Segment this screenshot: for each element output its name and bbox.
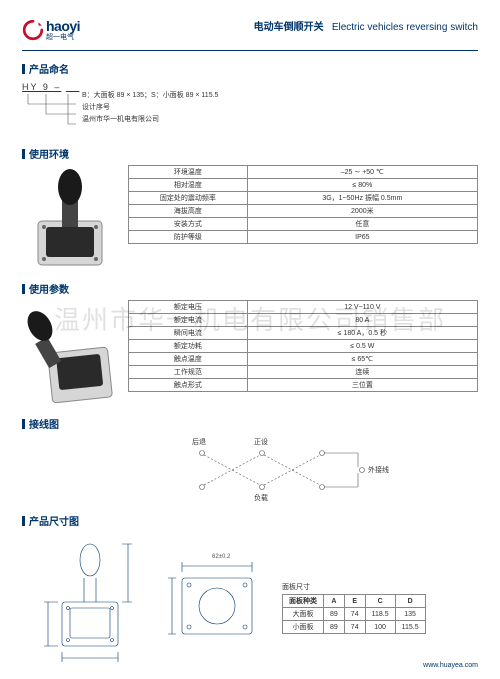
table-row: 额定功耗≤ 0.5 W [129,340,478,353]
table-header: E [344,595,365,608]
dims-table: 面板种类AECD 大面板8974118.5135小面板8974100115.5 [282,594,426,634]
table-cell: ≤ 80% [247,179,477,192]
table-cell: IP65 [247,231,477,244]
table-row: 触点形式三位置 [129,379,478,392]
wiring-diagram: 后退 正设 外接线 负载 [132,435,392,505]
joystick-tilt-icon [22,300,118,406]
naming-code: HY 9 – [22,82,79,92]
dims-table-wrap: 面板尺寸 面板种类AECD 大面板8974118.5135小面板89741001… [282,582,426,662]
table-header: A [324,595,345,608]
table-cell: 74 [344,621,365,634]
table-cell: 额定功耗 [129,340,248,353]
dim-front-icon [22,532,152,662]
title-cn: 电动车倒顺开关 [254,22,324,33]
table-cell: ≤ 65℃ [247,353,477,366]
table-cell: 任意 [247,218,477,231]
table-row: 固定处的震动频率3G，1~50Hz 振幅 0.5mm [129,192,478,205]
section-env-title: 使用环境 [22,146,478,161]
table-row: 额定电压12 V~110 V [129,301,478,314]
table-cell: 小面板 [283,621,324,634]
dim-plan-icon: 62±0.2 [162,532,272,662]
table-cell: 海拔高度 [129,205,248,218]
table-cell: 3G，1~50Hz 振幅 0.5mm [247,192,477,205]
table-cell: 连续 [247,366,477,379]
table-cell: 89 [324,621,345,634]
table-cell: 100 [365,621,395,634]
table-row: 额定电流80 A [129,314,478,327]
param-table: 额定电压12 V~110 V额定电流80 A瞬间电流≤ 180 A，0.5 秒额… [128,300,478,392]
svg-text:62±0.2: 62±0.2 [212,554,231,560]
wiring-ext: 外接线 [368,465,389,475]
table-cell: 大面板 [283,608,324,621]
table-cell: 环境温度 [129,166,248,179]
table-row: 安装方式任意 [129,218,478,231]
section-naming-title: 产品命名 [22,61,478,76]
section-param-title: 使用参数 [22,281,478,296]
dims-block: 62±0.2 面板尺寸 面板种类AECD 大面板8974118.5135小面板8… [22,532,478,662]
dims-table-title: 面板尺寸 [282,582,426,592]
table-header: C [365,595,395,608]
header: haoyi 超一电气 电动车倒顺开关 Electric vehicles rev… [22,18,478,42]
table-cell: 74 [344,608,365,621]
logo-mark [22,19,44,41]
page-title: 电动车倒顺开关 Electric vehicles reversing swit… [254,18,478,33]
naming-block: HY 9 – B：大面板 89 × 135；S：小面板 89 × 115.5 设… [22,80,478,138]
param-row: 额定电压12 V~110 V额定电流80 A瞬间电流≤ 180 A，0.5 秒额… [22,300,478,408]
table-cell: 118.5 [365,608,395,621]
table-cell: 触点温度 [129,353,248,366]
table-cell: 瞬间电流 [129,327,248,340]
table-cell: 2000米 [247,205,477,218]
table-row: 大面板8974118.5135 [283,608,426,621]
table-cell: 工作规范 [129,366,248,379]
table-row: 防护等级IP65 [129,231,478,244]
table-cell: ≤ 180 A，0.5 秒 [247,327,477,340]
product-image-2 [22,300,118,408]
table-row: 工作规范连续 [129,366,478,379]
table-cell: 115.5 [395,621,425,634]
wiring-rev: 正设 [254,437,268,447]
table-cell: 安装方式 [129,218,248,231]
table-cell: 触点形式 [129,379,248,392]
section-wiring-title: 接线图 [22,416,478,431]
footer-url: www.huayea.com [423,662,478,669]
table-cell: 固定处的震动频率 [129,192,248,205]
table-row: 相对湿度≤ 80% [129,179,478,192]
table-row: 触点温度≤ 65℃ [129,353,478,366]
table-row: 环境温度–25 ∼ +50 ℃ [129,166,478,179]
table-header: 面板种类 [283,595,324,608]
title-en: Electric vehicles reversing switch [332,22,478,33]
table-cell: 防护等级 [129,231,248,244]
table-cell: 三位置 [247,379,477,392]
naming-line-2: 设计序号 [82,102,110,112]
wiring-fwd: 后退 [192,437,206,447]
table-cell: 12 V~110 V [247,301,477,314]
table-header: D [395,595,425,608]
wiring-load: 负载 [254,493,268,503]
table-cell: 89 [324,608,345,621]
logo: haoyi 超一电气 [22,18,80,42]
table-cell: ≤ 0.5 W [247,340,477,353]
table-cell: 额定电流 [129,314,248,327]
table-cell: –25 ∼ +50 ℃ [247,166,477,179]
naming-line-1: B：大面板 89 × 135；S：小面板 89 × 115.5 [82,90,218,100]
divider [22,50,478,51]
naming-line-3: 温州市华一机电有限公司 [82,114,159,124]
env-table: 环境温度–25 ∼ +50 ℃相对湿度≤ 80%固定处的震动频率3G，1~50H… [128,165,478,244]
table-row: 瞬间电流≤ 180 A，0.5 秒 [129,327,478,340]
table-row: 小面板8974100115.5 [283,621,426,634]
env-row: 环境温度–25 ∼ +50 ℃相对湿度≤ 80%固定处的震动频率3G，1~50H… [22,165,478,273]
table-row: 海拔高度2000米 [129,205,478,218]
table-cell: 135 [395,608,425,621]
section-dims-title: 产品尺寸图 [22,513,478,528]
table-cell: 相对湿度 [129,179,248,192]
table-cell: 额定电压 [129,301,248,314]
joystick-icon [22,165,118,271]
table-cell: 80 A [247,314,477,327]
product-image-1 [22,165,118,273]
